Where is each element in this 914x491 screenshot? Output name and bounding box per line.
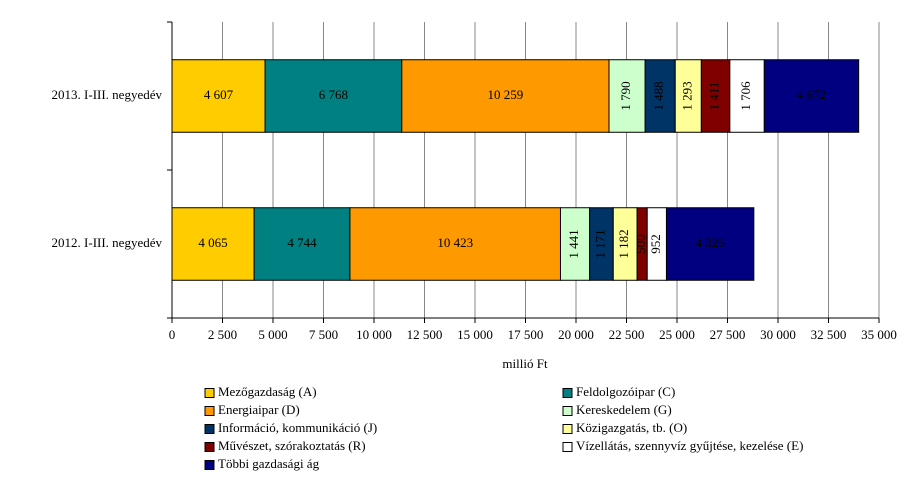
data-label: 1 441 (566, 229, 581, 258)
x-tick-label: 25 000 (659, 327, 695, 342)
data-label: 4 744 (287, 235, 317, 250)
legend-swatch (204, 388, 215, 398)
legend-label: Többi gazdasági ág (218, 456, 320, 471)
legend-label: Művészet, szórakoztatás (R) (218, 438, 366, 453)
x-tick-label: 20 000 (558, 327, 594, 342)
x-tick-label: 0 (169, 327, 176, 342)
legend-label: Feldolgozóipar (C) (576, 384, 675, 399)
bar-segment (559, 207, 591, 281)
x-tick-label: 27 500 (710, 327, 746, 342)
bar-segment (171, 59, 266, 133)
x-tick-label: 12 500 (407, 327, 443, 342)
data-label: 500 (633, 234, 648, 254)
bar-segment (253, 207, 351, 281)
legend-swatch (204, 460, 215, 470)
bar-segment (349, 207, 561, 281)
legend-label: Információ, kommunikáció (J) (218, 420, 377, 435)
legend-swatch (562, 388, 573, 398)
x-tick-label: 30 000 (760, 327, 796, 342)
bar-segment (763, 59, 860, 133)
legend-swatch (562, 406, 573, 416)
x-tick-label: 22 500 (609, 327, 645, 342)
legend-swatch (562, 424, 573, 434)
data-label: 1 488 (651, 81, 666, 110)
legend-swatch (204, 442, 215, 452)
x-tick-label: 7 500 (309, 327, 338, 342)
bar-segment (264, 59, 403, 133)
legend-swatch (562, 442, 573, 452)
y-tick-label: 2013. I-III. negyedév (52, 87, 163, 102)
data-label: 4 607 (204, 87, 234, 102)
bar-segment (700, 59, 731, 133)
data-label: 1 411 (707, 82, 722, 111)
data-label: 952 (648, 234, 663, 254)
bar-segment (608, 59, 646, 133)
x-tick-label: 5 000 (258, 327, 287, 342)
legend-label: Kereskedelem (G) (576, 402, 672, 417)
data-label: 1 706 (738, 81, 753, 111)
data-label: 1 293 (679, 81, 694, 110)
legend-label: Mezőgazdaság (A) (218, 384, 317, 399)
legend-label: Energiaipar (D) (218, 402, 300, 417)
x-axis-title: millió Ft (502, 356, 548, 371)
x-tick-label: 10 000 (356, 327, 392, 342)
x-tick-label: 17 500 (508, 327, 544, 342)
data-label: 6 768 (319, 87, 348, 102)
data-label: 10 259 (488, 87, 524, 102)
x-tick-label: 2 500 (208, 327, 237, 342)
x-tick-label: 35 000 (861, 327, 897, 342)
y-tick-label: 2012. I-III. negyedév (52, 235, 163, 250)
data-label: 1 790 (618, 81, 633, 110)
data-label: 4 672 (797, 87, 826, 102)
data-label: 10 423 (437, 235, 473, 250)
bar-segment (401, 59, 610, 133)
x-tick-label: 15 000 (457, 327, 493, 342)
legend-label: Vízellátás, szennyvíz gyűjtése, kezelése… (576, 438, 803, 453)
x-tick-label: 32 500 (811, 327, 847, 342)
data-label: 4 326 (696, 235, 726, 250)
bar-segment (644, 59, 676, 133)
data-label: 4 065 (198, 235, 227, 250)
bar-segment (665, 207, 755, 281)
data-label: 1 182 (616, 229, 631, 258)
legend-label: Közigazgatás, tb. (O) (576, 420, 687, 435)
legend-swatch (204, 424, 215, 434)
bar-segment (171, 207, 255, 281)
data-label: 1 171 (592, 229, 607, 258)
legend-swatch (204, 406, 215, 416)
